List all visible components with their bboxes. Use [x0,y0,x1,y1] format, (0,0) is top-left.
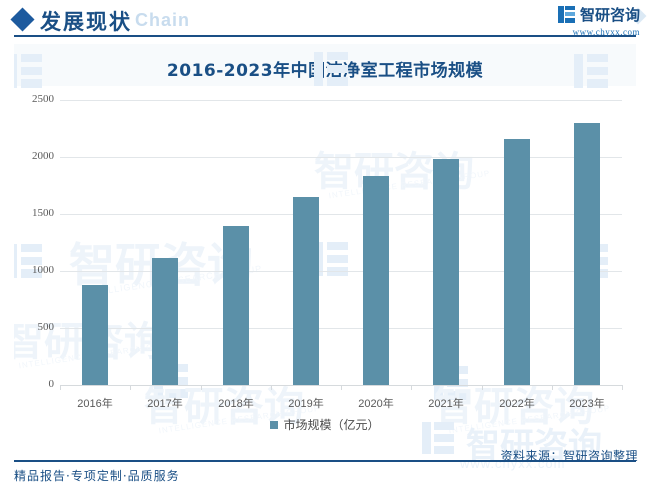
footer-divider [14,460,636,462]
page-footer: 精品报告·专项定制·品质服务 资料来源：智研咨询整理 [0,447,650,487]
x-axis-label: 2021年 [428,398,464,410]
x-axis-label: 2023年 [569,398,605,410]
legend-label: 市场规模（亿元） [283,418,380,432]
brand-logo-block: 智研咨询 www.chyxx.com [557,4,640,37]
footer-source: 资料来源：智研咨询整理 [500,449,638,463]
bar [363,176,389,385]
x-axis-label: 2019年 [288,398,324,410]
y-gridline [60,157,622,158]
x-axis-tick [622,385,623,390]
x-axis-label: 2017年 [147,398,183,410]
brand-url: www.chyxx.com [572,27,640,37]
bar [574,123,600,385]
chart-title: 2016-2023年中国洁净室工程市场规模 [166,61,484,81]
y-gridline [60,328,622,329]
chart-plate [14,86,636,447]
bar [152,258,178,385]
x-axis-tick [411,385,412,390]
chart-legend: 市场规模（亿元） [14,416,636,433]
legend-swatch-icon [270,420,279,429]
x-axis-label: 2022年 [499,398,535,410]
x-axis-tick [201,385,202,390]
x-axis-tick [130,385,131,390]
page-header: 发展现状 Chain 智研咨询 www.chyxx.com [0,0,650,45]
header-ghost-text: Chain [135,10,191,30]
y-gridline [60,100,622,101]
bar [504,139,530,385]
y-axis-label: 1500 [32,207,54,219]
brand-mark-icon [557,6,575,23]
x-axis-tick [60,385,61,390]
x-axis-label: 2016年 [77,398,113,410]
x-axis-tick [341,385,342,390]
x-axis-tick [482,385,483,390]
y-axis-label: 1000 [32,264,54,276]
y-gridline [60,214,622,215]
bar [223,226,249,385]
bar [293,197,319,385]
y-axis-label: 500 [37,321,55,333]
y-axis-label: 2500 [32,93,54,105]
diamond-icon [10,7,35,32]
header-divider [14,35,636,37]
y-axis-label: 2000 [32,150,54,162]
footer-tagline: 精品报告·专项定制·品质服务 [14,469,180,483]
y-gridline [60,271,622,272]
x-axis-label: 2020年 [358,398,394,410]
bar [433,159,459,385]
x-axis-tick [271,385,272,390]
x-axis-tick [552,385,553,390]
y-axis-label: 0 [48,378,55,390]
brand-name: 智研咨询 [579,6,640,24]
x-axis-label: 2018年 [218,398,254,410]
bar [82,285,108,385]
page-title: 发展现状 [40,10,132,34]
